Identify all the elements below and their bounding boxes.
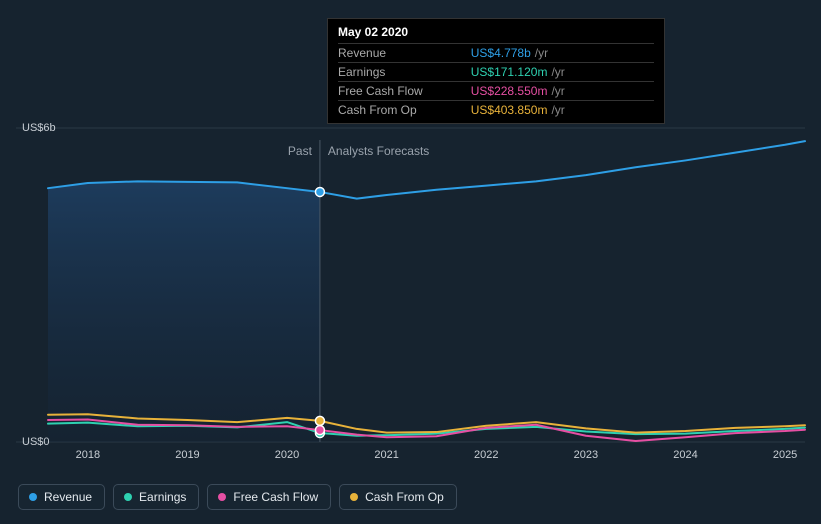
tooltip-row-fcf: Free Cash FlowUS$228.550m/yr	[338, 82, 654, 101]
fcf-hover-marker	[315, 426, 324, 435]
x-axis-label: 2023	[574, 449, 598, 461]
tooltip-row-earnings: EarningsUS$171.120m/yr	[338, 63, 654, 82]
legend-label: Cash From Op	[365, 490, 444, 504]
legend: Revenue Earnings Free Cash Flow Cash From O…	[18, 484, 457, 510]
tooltip-row-cfo: Cash From OpUS$403.850m/yr	[338, 101, 654, 120]
hover-tooltip: May 02 2020 RevenueUS$4.778b/yrEarningsU…	[327, 18, 665, 124]
tooltip-row-suffix: /yr	[547, 103, 564, 117]
revenue-hover-marker	[315, 187, 324, 196]
tooltip-row-value: US$228.550m	[471, 84, 548, 98]
x-axis-label: 2018	[76, 449, 100, 461]
legend-dot-icon	[350, 493, 358, 501]
cfo-hover-marker	[315, 416, 324, 425]
tooltip-row-suffix: /yr	[531, 46, 548, 60]
legend-fcf[interactable]: Free Cash Flow	[207, 484, 331, 510]
tooltip-table: RevenueUS$4.778b/yrEarningsUS$171.120m/y…	[338, 43, 654, 119]
forecast-label: Analysts Forecasts	[328, 144, 429, 158]
tooltip-row-value: US$4.778b	[471, 46, 531, 60]
chart-container: 2018 2019 2020 2021 2022 2023 2024 2025 US$0 US$6…	[0, 0, 821, 524]
legend-earnings[interactable]: Earnings	[113, 484, 199, 510]
tooltip-row-suffix: /yr	[547, 65, 564, 79]
tooltip-row-label: Cash From Op	[338, 101, 471, 120]
y-axis-label: US$0	[22, 436, 50, 448]
tooltip-row-value: US$403.850m	[471, 103, 548, 117]
x-axis-label: 2024	[673, 449, 697, 461]
x-axis-label: 2021	[374, 449, 398, 461]
tooltip-row-label: Revenue	[338, 44, 471, 63]
tooltip-row-value: US$171.120m	[471, 65, 548, 79]
legend-dot-icon	[218, 493, 226, 501]
legend-label: Revenue	[44, 490, 92, 504]
x-axis-label: 2020	[275, 449, 299, 461]
legend-dot-icon	[29, 493, 37, 501]
x-axis-label: 2019	[175, 449, 199, 461]
tooltip-row-revenue: RevenueUS$4.778b/yr	[338, 44, 654, 63]
tooltip-row-label: Earnings	[338, 63, 471, 82]
y-axis-label: US$6b	[22, 122, 56, 134]
tooltip-date: May 02 2020	[338, 25, 654, 39]
tooltip-row-suffix: /yr	[547, 84, 564, 98]
legend-revenue[interactable]: Revenue	[18, 484, 105, 510]
legend-cfo[interactable]: Cash From Op	[339, 484, 457, 510]
x-axis-label: 2025	[773, 449, 797, 461]
legend-dot-icon	[124, 493, 132, 501]
legend-label: Earnings	[139, 490, 186, 504]
legend-label: Free Cash Flow	[233, 490, 318, 504]
x-axis-label: 2022	[474, 449, 498, 461]
tooltip-row-label: Free Cash Flow	[338, 82, 471, 101]
past-label: Past	[288, 144, 313, 158]
